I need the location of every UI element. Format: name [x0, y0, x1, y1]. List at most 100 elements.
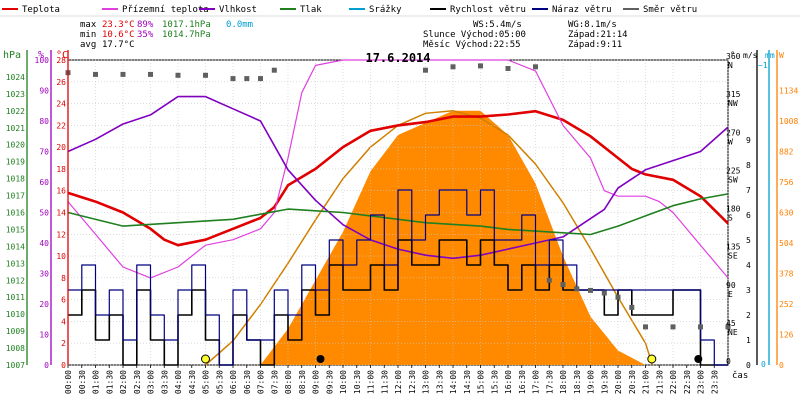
- direction-tick-label: 270: [726, 128, 741, 137]
- temperature-tick-label: 10: [56, 252, 66, 261]
- x-tick-label: 12:00: [394, 370, 403, 394]
- legend-label: Přízemní teplota: [122, 5, 209, 15]
- hpa-tick-label: 1014: [6, 242, 25, 251]
- humidity-axis-label: %: [38, 50, 44, 61]
- radiation-tick-label: 378: [779, 270, 794, 279]
- legend-label: Teplota: [22, 5, 60, 15]
- radiation-tick-label: 504: [779, 239, 794, 248]
- stats-max-hum: 89%: [137, 20, 154, 30]
- hpa-tick-label: 1022: [6, 107, 25, 116]
- x-tick-label: 20:30: [628, 370, 637, 394]
- wind-direction-point: [148, 71, 153, 77]
- wind-direction-point: [450, 64, 456, 70]
- radiation-tick-label: 0: [779, 361, 784, 370]
- direction-tick-compass: N: [728, 61, 733, 70]
- wind-speed-tick-label: 4: [746, 261, 751, 270]
- wind-direction-point: [643, 324, 648, 330]
- x-tick-label: 01:30: [105, 370, 114, 394]
- wind-direction-point: [670, 324, 676, 330]
- x-tick-label: 00:00: [64, 370, 73, 394]
- temperature-tick-label: 18: [56, 165, 66, 174]
- temperature-tick-label: 16: [56, 187, 66, 196]
- direction-tick-label: 360: [726, 52, 741, 61]
- x-tick-label: 07:00: [257, 370, 266, 394]
- stats-min-press: 1014.7hPa: [162, 30, 211, 40]
- hpa-tick-label: 1023: [6, 90, 25, 99]
- moon-marker: [316, 355, 325, 363]
- temperature-tick-label: 24: [56, 100, 66, 109]
- x-tick-label: 00:30: [78, 370, 87, 394]
- x-tick-label: 03:30: [160, 370, 169, 394]
- x-tick-label: 14:00: [449, 370, 458, 394]
- wind-direction-point: [423, 67, 428, 73]
- radiation-tick-label: 630: [779, 209, 794, 218]
- stats-sunrise: Slunce Východ:05:00: [423, 30, 526, 40]
- temperature-tick-label: 6: [61, 296, 66, 305]
- x-tick-label: 17:00: [532, 370, 541, 394]
- precip-tick-label: ~1: [758, 61, 768, 70]
- temperature-tick-label: 12: [56, 230, 66, 239]
- direction-tick-compass: E: [728, 290, 733, 299]
- temperature-tick-label: 28: [56, 56, 66, 65]
- stats-avg-temp: 17.7°C: [102, 40, 135, 50]
- stats-moonrise: Měsíc Východ:22:55: [423, 40, 521, 50]
- direction-tick-label: 90: [726, 281, 736, 290]
- humidity-tick-label: 50: [39, 209, 49, 218]
- series-p-zemn-teplota: [67, 59, 729, 279]
- hpa-tick-label: 1013: [6, 259, 25, 268]
- humidity-tick-label: 80: [39, 117, 49, 126]
- wind-direction-point: [588, 287, 593, 293]
- hpa-tick-label: 1015: [6, 225, 25, 234]
- x-tick-label: 15:00: [477, 370, 486, 394]
- x-tick-label: 06:00: [229, 370, 238, 394]
- direction-tick-compass: SW: [728, 175, 738, 184]
- x-tick-label: 18:30: [573, 370, 582, 394]
- x-tick-label: 04:00: [174, 370, 183, 394]
- temperature-tick-label: 20: [56, 143, 66, 152]
- direction-tick-label: 135: [726, 243, 741, 252]
- wind-direction-point: [244, 76, 250, 82]
- stats-min-temp: 10.6°C: [102, 30, 135, 40]
- series-tlak: [67, 193, 729, 236]
- x-tick-label: 06:30: [243, 370, 252, 394]
- humidity-tick-label: 90: [39, 87, 49, 96]
- humidity-tick-label: 20: [39, 300, 49, 309]
- solar-theoretical-curve: [205, 110, 654, 366]
- x-tick-label: 21:30: [655, 370, 664, 394]
- x-tick-label: 15:30: [490, 370, 499, 394]
- direction-tick-compass: NE: [728, 328, 738, 337]
- x-tick-label: 04:30: [188, 370, 197, 394]
- x-tick-label: 01:00: [92, 370, 101, 394]
- x-tick-label: 17:30: [545, 370, 554, 394]
- direction-axis-label: °: [730, 51, 735, 61]
- radiation-tick-label: 882: [779, 148, 794, 157]
- series-teplota: [67, 109, 729, 247]
- x-tick-label: 13:00: [422, 370, 431, 394]
- wind-speed-tick-label: 1: [746, 336, 751, 345]
- x-tick-label: 16:00: [504, 370, 513, 394]
- wind-direction-point: [546, 277, 552, 283]
- legend-label: Srážky: [369, 5, 402, 15]
- x-tick-label: 16:30: [518, 370, 527, 394]
- sun-marker: [201, 354, 210, 364]
- x-tick-label: 18:00: [559, 370, 568, 394]
- hpa-tick-label: 1018: [6, 175, 25, 184]
- x-tick-label: 21:00: [642, 370, 651, 394]
- temperature-axis-label: °C: [56, 50, 68, 61]
- wind-direction-point: [560, 282, 566, 287]
- wind-direction-point: [574, 286, 580, 292]
- radiation-tick-label: 252: [779, 300, 794, 309]
- radiation-tick-label: 1134: [779, 87, 798, 96]
- hpa-tick-label: 1008: [6, 344, 25, 353]
- wind-speed-tick-label: 8: [746, 161, 751, 170]
- x-tick-label: 19:00: [587, 370, 596, 394]
- x-tick-label: 09:00: [312, 370, 321, 394]
- precip-tick-label: 0: [761, 360, 766, 369]
- direction-tick-label: 180: [726, 205, 741, 214]
- x-tick-label: 03:00: [147, 370, 156, 394]
- precip-axis-label: mm: [765, 51, 775, 60]
- humidity-tick-label: 60: [39, 178, 49, 187]
- stats-max-press: 1017.1hPa: [162, 20, 211, 30]
- x-tick-label: 23:30: [710, 370, 719, 394]
